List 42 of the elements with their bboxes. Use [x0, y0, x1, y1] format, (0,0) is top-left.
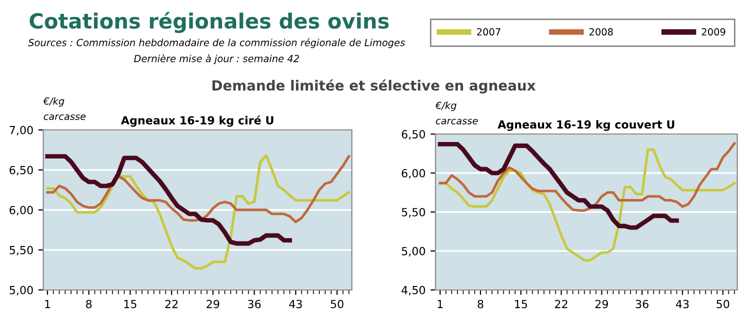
y-tick-label: 6,00 — [402, 169, 426, 179]
line-series — [438, 142, 736, 212]
x-tick-label: 22 — [165, 300, 178, 308]
x-tick-label: 1 — [45, 300, 50, 308]
line-series — [45, 154, 292, 246]
x-tick-label: 22 — [555, 300, 568, 308]
x-tick-label: 50 — [716, 300, 730, 308]
legend-label: 2008 — [589, 28, 613, 36]
legend-label: 2007 — [477, 28, 500, 36]
text: Demande limitée et sélective en agneaux — [212, 79, 536, 94]
chart-title: Agneaux 16-19 kg couvert U — [498, 120, 674, 131]
x-tick-label: 36 — [248, 300, 261, 308]
y-tick-label: 5,50 — [402, 208, 426, 218]
x-tick-label: 15 — [515, 300, 527, 308]
text: Cotations régionales des ovins — [30, 12, 389, 33]
legend-label: 2009 — [702, 28, 726, 36]
x-tick-label: 43 — [289, 300, 302, 308]
x-tick-label: 8 — [478, 300, 484, 308]
y-tick-label: 7,00 — [10, 126, 33, 136]
chart-title: Agneaux 16-19 kg ciré U — [120, 115, 274, 127]
y-tick-label: 5,00 — [10, 286, 33, 296]
y-tick-label: 4,50 — [402, 286, 426, 296]
y-tick-label: 6,00 — [10, 206, 33, 216]
line-series — [438, 142, 679, 230]
x-tick-label: 43 — [676, 300, 689, 308]
line-series — [46, 154, 350, 270]
x-tick-label: 29 — [206, 300, 220, 308]
y-axis-title: €/kg carcasse — [43, 97, 86, 120]
x-tick-label: 50 — [330, 300, 344, 308]
y-tick-label: 6,50 — [402, 130, 426, 140]
source-note: Sources : Commission hebdomadaire de la commission régionale de Limoges — [28, 38, 405, 48]
y-tick-label: 5,50 — [10, 246, 33, 256]
y-axis-title: €/kg carcasse — [435, 102, 478, 124]
x-tick-label: 15 — [124, 300, 136, 308]
x-tick-label: 8 — [86, 300, 92, 308]
x-tick-label: 36 — [636, 300, 648, 308]
text: Dernière mise à jour : semaine 42 — [134, 54, 299, 64]
y-tick-label: 6,50 — [10, 166, 33, 176]
y-tick-label: 5,00 — [402, 246, 426, 256]
line-series — [46, 155, 350, 224]
x-tick-label: 1 — [438, 300, 443, 308]
x-tick-label: 29 — [595, 300, 608, 308]
